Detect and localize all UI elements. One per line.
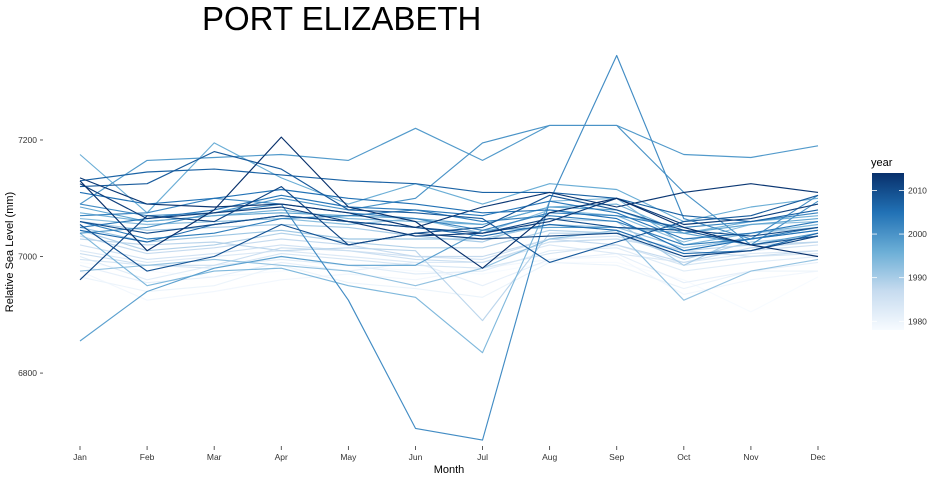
series-line-2014 bbox=[79, 136, 819, 269]
legend-tick-label: 2000 bbox=[908, 229, 927, 239]
x-axis-title: Month bbox=[434, 464, 465, 476]
series-line-1980 bbox=[79, 261, 818, 298]
series-line-2002 bbox=[79, 197, 819, 231]
legend-colorbar bbox=[872, 173, 904, 330]
x-tick-label-oct: Oct bbox=[677, 452, 691, 462]
x-tick-label-feb: Feb bbox=[140, 452, 155, 462]
series-line-1993 bbox=[79, 209, 819, 243]
series-line-1994 bbox=[79, 197, 819, 354]
x-tick-label-may: May bbox=[340, 452, 357, 462]
series-line-1981 bbox=[79, 253, 819, 287]
y-tick-label: 7000 bbox=[18, 252, 37, 262]
series-line-1991 bbox=[79, 223, 819, 249]
series-line-2005 bbox=[79, 188, 819, 252]
series-line-1992 bbox=[79, 229, 819, 301]
x-tick-label-jun: Jun bbox=[409, 452, 423, 462]
x-tick-label-apr: Apr bbox=[275, 452, 288, 462]
series-line-2000 bbox=[79, 124, 819, 246]
x-tick-label-jan: Jan bbox=[73, 452, 87, 462]
legend-title: year bbox=[871, 157, 893, 169]
x-axis: Jan Feb Mar Apr May Jun Jul Aug Sep Oct Nov Dec bbox=[73, 446, 826, 462]
series-line-2012 bbox=[79, 183, 819, 237]
series-line-2011 bbox=[79, 186, 819, 281]
y-axis-title: Relative Sea Level (mm) bbox=[4, 192, 16, 312]
series-line-1983 bbox=[79, 244, 819, 263]
x-tick-label-aug: Aug bbox=[542, 452, 557, 462]
x-tick-label-dec: Dec bbox=[810, 452, 826, 462]
series-line-2007 bbox=[79, 168, 819, 223]
legend-tick-label: 1990 bbox=[908, 273, 927, 283]
x-tick-label-nov: Nov bbox=[743, 452, 759, 462]
series-line-2006 bbox=[79, 215, 819, 255]
legend-tick-label: 1980 bbox=[908, 316, 927, 326]
y-axis: 6800 7000 7200 bbox=[18, 135, 43, 378]
series-line-1986 bbox=[79, 238, 819, 266]
series-line-1988 bbox=[79, 232, 819, 322]
x-tick-label-mar: Mar bbox=[207, 452, 222, 462]
series-layer bbox=[79, 54, 819, 441]
y-tick-label: 6800 bbox=[18, 368, 37, 378]
x-tick-label-sep: Sep bbox=[609, 452, 624, 462]
series-line-1996 bbox=[79, 142, 819, 223]
legend-ticks: 1980 1990 2000 2010 bbox=[872, 185, 927, 326]
series-line-2004 bbox=[79, 194, 819, 240]
series-line-1984 bbox=[79, 244, 819, 269]
series-line-2008 bbox=[79, 151, 819, 263]
y-tick-label: 7200 bbox=[18, 135, 37, 145]
legend: year 1980 1990 2000 2010 bbox=[871, 157, 927, 330]
legend-tick-label: 2010 bbox=[908, 185, 927, 195]
series-line-2010 bbox=[79, 215, 819, 237]
series-line-1998 bbox=[79, 226, 819, 342]
chart-title: PORT ELIZABETH bbox=[202, 0, 481, 37]
series-line-1999 bbox=[79, 124, 819, 205]
series-line-2013 bbox=[79, 177, 819, 228]
x-tick-label-jul: Jul bbox=[477, 452, 488, 462]
